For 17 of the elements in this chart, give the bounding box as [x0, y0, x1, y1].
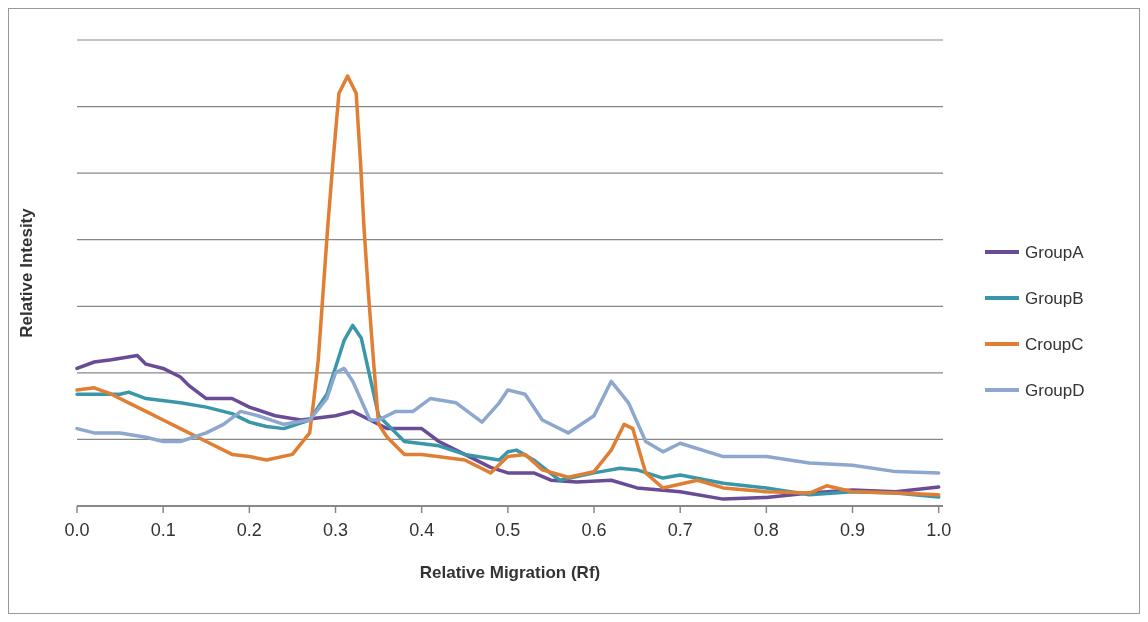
- legend-label: CroupC: [1025, 335, 1084, 354]
- legend-label: GroupA: [1025, 243, 1085, 262]
- x-tick-label: 0.6: [581, 520, 607, 540]
- x-tick-label: 0.9: [840, 520, 866, 540]
- x-tick-label: 1.0: [926, 520, 952, 540]
- x-tick-label: 0.7: [667, 520, 693, 540]
- legend-label: GroupD: [1025, 381, 1085, 400]
- x-tick-label: 0.8: [753, 520, 779, 540]
- x-tick-label: 0.1: [150, 520, 176, 540]
- x-tick-label: 0.4: [409, 520, 435, 540]
- legend-label: GroupB: [1025, 289, 1084, 308]
- x-axis-title: Relative Migration (Rf): [419, 563, 601, 582]
- x-tick-label: 0.5: [495, 520, 521, 540]
- x-tick-label: 0.2: [236, 520, 262, 540]
- x-tick-label: 0.3: [322, 520, 349, 540]
- x-tick-label: 0.0: [64, 520, 90, 540]
- y-axis-title: Relative Intesity: [17, 207, 36, 338]
